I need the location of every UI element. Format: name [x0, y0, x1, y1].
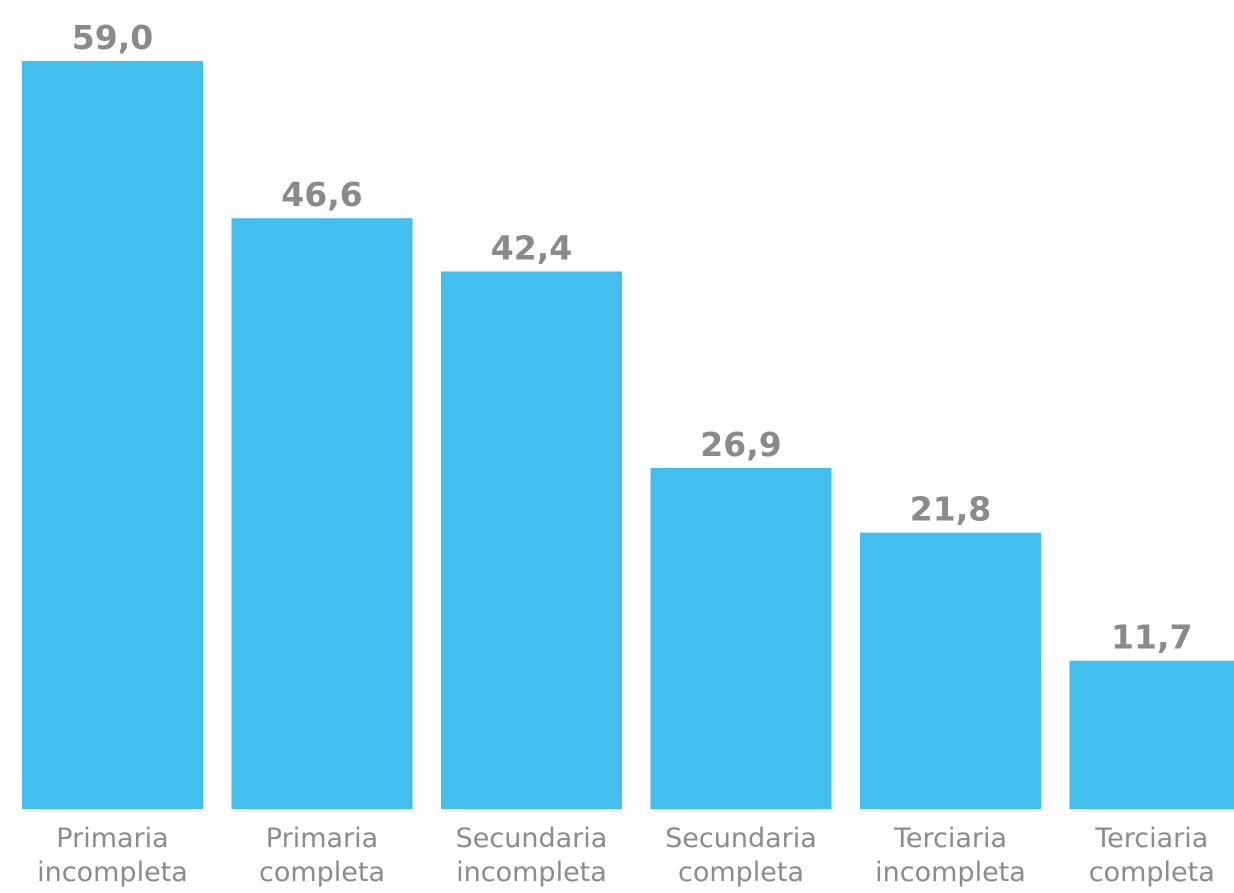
category-label-4-line-1: incompleta	[875, 857, 1026, 888]
category-label-4-line-0: Terciaria	[893, 823, 1007, 854]
category-label-5-line-1: completa	[1089, 857, 1215, 888]
value-label-1: 46,6	[281, 175, 362, 214]
category-label-3-line-1: completa	[678, 857, 804, 888]
category-label-3-line-0: Secundaria	[665, 823, 817, 854]
category-label-0-line-1: incompleta	[37, 857, 188, 888]
bar-3	[650, 467, 832, 809]
bar-4	[860, 532, 1041, 809]
category-label-2-line-0: Secundaria	[456, 823, 608, 854]
category-label-2-line-1: incompleta	[456, 857, 607, 888]
value-label-0: 59,0	[72, 18, 153, 57]
category-label-1-line-1: completa	[259, 857, 385, 888]
bar-1	[231, 218, 413, 809]
value-label-5: 11,7	[1111, 618, 1192, 657]
category-label-0-line-0: Primaria	[56, 823, 168, 854]
category-label-5-line-0: Terciaria	[1094, 823, 1208, 854]
value-label-2: 42,4	[491, 228, 572, 267]
bar-0	[22, 61, 203, 809]
category-label-1-line-0: Primaria	[266, 823, 378, 854]
value-label-3: 26,9	[700, 425, 781, 464]
bar-2	[441, 271, 622, 809]
value-label-4: 21,8	[910, 490, 991, 529]
bar-5	[1069, 660, 1234, 809]
